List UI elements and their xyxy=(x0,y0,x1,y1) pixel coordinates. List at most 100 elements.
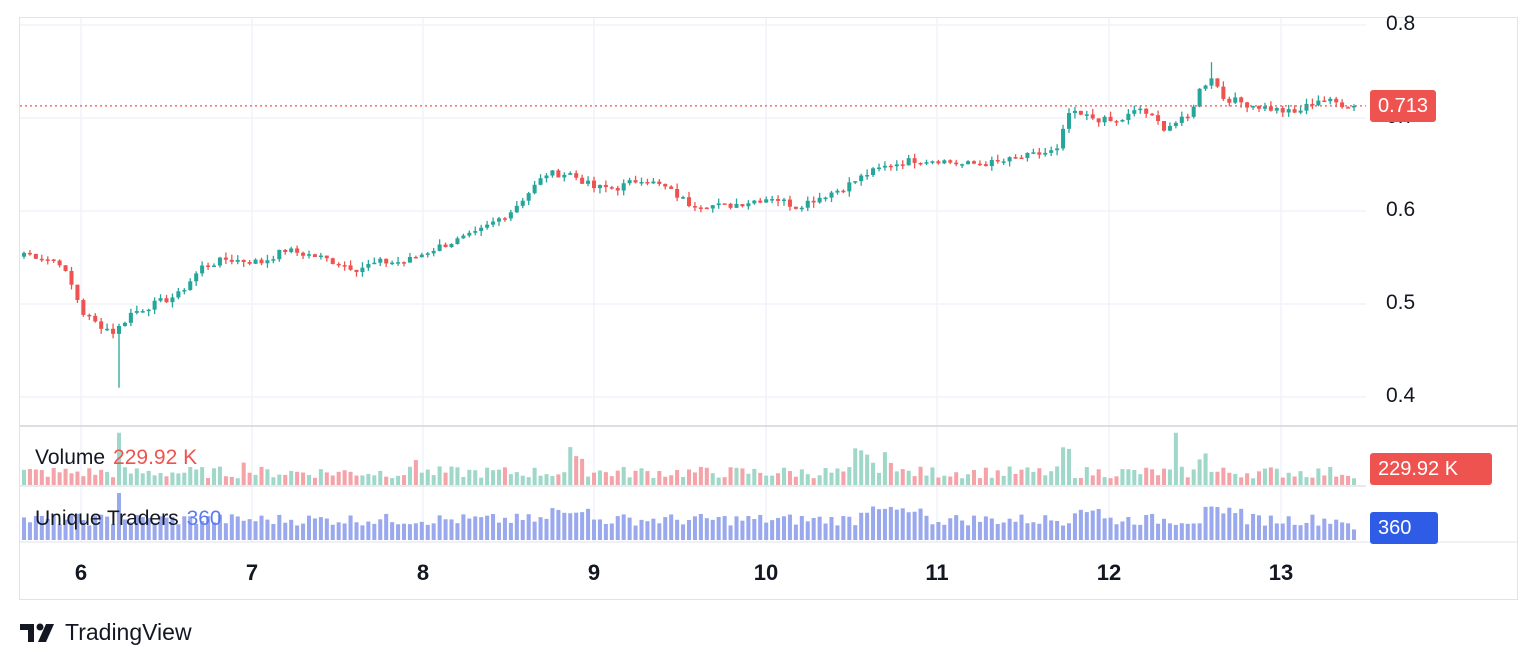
volume-bar xyxy=(336,471,341,485)
volume-bar xyxy=(764,475,769,485)
candle-body xyxy=(746,203,751,207)
trader-bar xyxy=(936,521,941,540)
candle-body xyxy=(865,175,870,177)
trader-bar xyxy=(562,512,567,540)
candle-body xyxy=(787,199,792,207)
trader-bar xyxy=(508,522,513,540)
candle-body xyxy=(906,158,911,166)
volume-bar xyxy=(1351,478,1357,485)
candle-body xyxy=(223,257,228,260)
trader-bar xyxy=(645,521,650,540)
candle-body xyxy=(894,164,899,167)
candle-body xyxy=(966,161,971,165)
trader-bar xyxy=(1280,523,1285,540)
candle-body xyxy=(799,207,804,210)
trader-bar xyxy=(295,525,300,540)
volume-bar xyxy=(906,470,911,485)
trader-bar xyxy=(206,516,211,540)
volume-bar xyxy=(698,466,703,485)
trader-bar xyxy=(1221,513,1226,540)
candle-body xyxy=(621,183,626,191)
trader-bar xyxy=(1108,517,1113,540)
candle-body xyxy=(960,164,965,166)
volume-bar xyxy=(277,474,282,485)
trader-bar xyxy=(1007,518,1012,540)
trader-bar xyxy=(960,520,965,540)
trader-bar xyxy=(265,519,270,540)
candle-body xyxy=(1191,106,1196,117)
volume-bar xyxy=(57,472,62,485)
candle-body xyxy=(710,205,715,209)
candle-body xyxy=(924,162,929,164)
trader-bar xyxy=(229,514,234,540)
volume-bar xyxy=(900,469,905,485)
candle-body xyxy=(1013,157,1018,159)
trader-bar xyxy=(669,514,674,540)
candle-body xyxy=(675,188,680,198)
volume-bar xyxy=(734,467,739,485)
volume-bar xyxy=(401,475,407,485)
trader-bar xyxy=(467,518,472,540)
candle-body xyxy=(586,180,591,184)
volume-bar xyxy=(271,477,276,485)
trader-bar xyxy=(758,514,763,540)
volume-bar xyxy=(1001,475,1006,485)
trader-bar xyxy=(419,521,424,540)
candle-body xyxy=(1078,110,1083,115)
trader-bar xyxy=(99,514,104,540)
tradingview-brand[interactable]: TradingView xyxy=(20,619,192,646)
volume-bar xyxy=(27,469,32,485)
candle-body xyxy=(253,259,258,264)
volume-bar xyxy=(1245,473,1250,485)
candle-body xyxy=(900,164,905,166)
candle-body xyxy=(1043,152,1048,155)
volume-bar xyxy=(21,469,27,485)
candle-body xyxy=(817,197,822,203)
trader-bar xyxy=(657,523,662,540)
trader-bar xyxy=(1173,524,1178,540)
trader-bar xyxy=(1031,522,1036,540)
tradingview-logo-icon xyxy=(20,623,54,642)
candle-body xyxy=(247,262,252,264)
volume-bar xyxy=(526,477,531,485)
trader-bar xyxy=(764,522,769,540)
volume-bar xyxy=(1251,478,1256,485)
trader-bar xyxy=(722,516,727,540)
candle-body xyxy=(764,199,769,203)
volume-bar xyxy=(508,474,513,485)
volume-bar xyxy=(396,475,401,485)
candle-body xyxy=(1197,88,1202,107)
candle-body xyxy=(396,262,401,264)
candle-body xyxy=(1037,152,1042,155)
volume-bar xyxy=(99,469,104,485)
volume-bar xyxy=(1280,477,1285,485)
trader-bar xyxy=(502,517,507,540)
trader-bar xyxy=(289,519,294,540)
trader-bar xyxy=(390,522,395,540)
trader-bar xyxy=(740,520,745,540)
candle-body xyxy=(306,254,312,256)
trader-bar xyxy=(1013,521,1018,540)
candle-body xyxy=(1346,107,1351,109)
volume-bar xyxy=(1256,471,1262,485)
trader-bar xyxy=(217,514,222,540)
trader-bar xyxy=(514,513,519,540)
trader-bar xyxy=(1150,513,1155,540)
volume-bar xyxy=(342,470,347,485)
candle-body xyxy=(912,158,917,163)
candle-body xyxy=(1233,97,1238,103)
candle-body xyxy=(556,170,561,178)
candle-body xyxy=(698,207,703,209)
volume-bar xyxy=(562,472,567,485)
volume-bar xyxy=(1025,467,1030,485)
candle-body xyxy=(936,161,941,164)
candle-body xyxy=(876,167,882,170)
volume-bar xyxy=(1227,472,1232,485)
trader-bar xyxy=(609,523,614,540)
volume-bar xyxy=(1346,475,1351,485)
volume-bar xyxy=(591,472,597,485)
volume-bar xyxy=(758,472,763,485)
trader-bar xyxy=(253,521,258,540)
volume-bar xyxy=(164,476,169,485)
